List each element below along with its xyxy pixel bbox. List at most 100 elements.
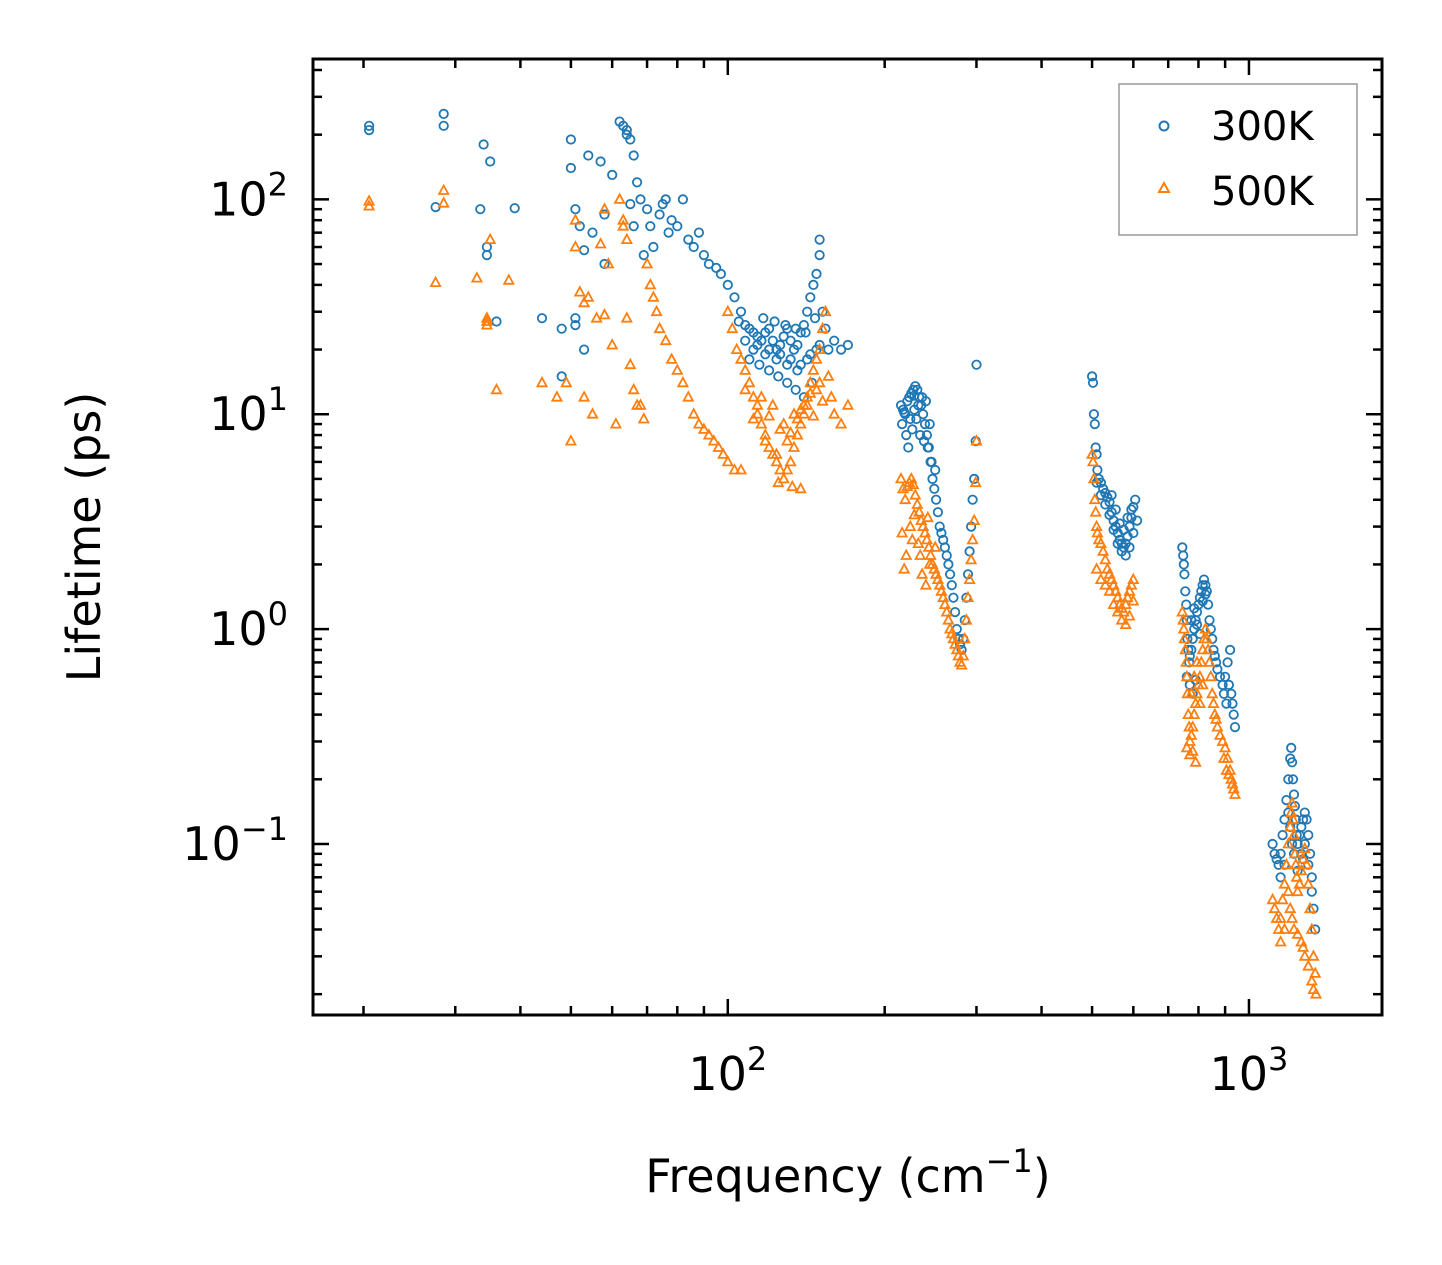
x-axis-label: Frequency (cm−1)	[645, 1142, 1050, 1203]
data-point-500K	[938, 597, 952, 609]
data-point-500K	[777, 472, 790, 484]
data-point-300K	[1222, 657, 1233, 668]
data-point-500K	[1185, 728, 1198, 740]
data-point-500K	[1298, 949, 1311, 961]
data-point-300K	[1108, 524, 1119, 535]
data-point-500K	[1290, 870, 1303, 882]
data-point-500K	[484, 232, 497, 245]
data-point-300K	[666, 215, 677, 226]
data-point-500K	[1201, 643, 1215, 655]
data-point-500K	[620, 311, 633, 323]
data-point-500K	[804, 375, 817, 388]
data-point-300K	[578, 344, 590, 355]
data-point-300K	[785, 354, 796, 365]
data-point-300K	[924, 418, 935, 430]
data-point-500K	[1199, 622, 1212, 634]
data-point-500K	[1300, 857, 1313, 870]
data-point-500K	[964, 553, 978, 565]
data-point-300K	[1180, 586, 1191, 597]
data-point-500K	[755, 390, 768, 402]
data-point-300K	[1228, 709, 1239, 720]
data-point-500K	[480, 314, 494, 326]
data-point-500K	[647, 290, 660, 302]
data-point-500K	[781, 434, 794, 446]
data-point-300K	[903, 442, 914, 453]
data-point-500K	[692, 417, 706, 429]
data-point-500K	[502, 273, 515, 285]
data-point-500K	[1193, 669, 1207, 682]
data-point-500K	[904, 519, 917, 531]
data-point-300K	[715, 268, 727, 279]
data-point-500K	[1305, 922, 1318, 934]
data-point-300K	[758, 313, 769, 324]
y-axis-label: Lifetime (ps)	[57, 392, 111, 683]
data-point-300K	[1088, 409, 1100, 420]
data-point-300K	[949, 606, 961, 618]
legend-marker-500k	[1157, 180, 1171, 193]
data-point-500K	[1103, 584, 1116, 596]
y-tick-label: 102	[209, 165, 288, 226]
data-point-500K	[1096, 544, 1110, 556]
data-point-300K	[790, 323, 801, 334]
data-point-500K	[766, 398, 779, 410]
data-point-500K	[816, 394, 829, 406]
data-point-300K	[917, 409, 929, 420]
data-point-500K	[759, 428, 772, 440]
data-point-500K	[1190, 655, 1204, 667]
data-point-300K	[805, 292, 816, 303]
data-point-500K	[480, 318, 494, 330]
data-point-300K	[809, 313, 821, 324]
data-point-500K	[1278, 877, 1291, 889]
data-point-500K	[734, 352, 748, 364]
data-point-500K	[1285, 911, 1299, 923]
data-point-500K	[1303, 901, 1317, 914]
data-point-300K	[698, 250, 710, 261]
data-point-500K	[807, 409, 820, 421]
data-point-300K	[1209, 650, 1220, 662]
data-point-500K	[717, 447, 730, 459]
data-point-500K	[784, 455, 797, 467]
data-point-300K	[607, 169, 618, 180]
data-point-500K	[1307, 949, 1320, 961]
data-point-300K	[782, 377, 793, 388]
data-point-300K	[754, 359, 765, 370]
data-point-500K	[550, 390, 564, 402]
data-point-500K	[707, 434, 720, 446]
data-point-500K	[911, 497, 924, 509]
data-point-300K	[773, 371, 784, 382]
data-point-300K	[790, 384, 801, 395]
data-point-300K	[971, 359, 982, 370]
data-point-500K	[900, 548, 913, 560]
data-point-300K	[509, 203, 520, 214]
data-point-300K	[595, 156, 606, 167]
data-point-300K	[677, 194, 689, 205]
data-point-500K	[762, 440, 776, 452]
data-point-300K	[1226, 688, 1237, 699]
data-point-300K	[1189, 603, 1200, 614]
data-point-300K	[767, 335, 778, 346]
data-point-300K	[740, 335, 751, 346]
data-point-300K	[896, 418, 908, 430]
data-point-500K	[813, 342, 826, 355]
data-point-300K	[672, 221, 683, 232]
y-tick-label: 100	[209, 595, 288, 656]
data-point-300K	[660, 194, 671, 205]
data-point-500K	[1186, 744, 1199, 756]
data-point-300K	[763, 365, 775, 376]
data-point-500K	[1291, 884, 1304, 897]
data-point-500K	[1284, 901, 1297, 914]
data-point-500K	[1188, 669, 1201, 682]
legend-box	[1118, 83, 1358, 236]
data-point-300K	[1181, 599, 1192, 610]
data-point-300K	[556, 323, 567, 334]
data-point-500K	[1111, 605, 1124, 617]
data-point-500K	[1284, 820, 1297, 832]
data-point-500K	[1288, 846, 1302, 859]
data-point-300K	[921, 429, 933, 441]
data-point-300K	[654, 209, 665, 220]
data-point-500K	[1285, 796, 1299, 808]
legend: 300K 500K	[1118, 83, 1358, 236]
data-point-500K	[429, 275, 442, 288]
data-point-300K	[1130, 494, 1141, 505]
data-point-500K	[1189, 755, 1202, 767]
